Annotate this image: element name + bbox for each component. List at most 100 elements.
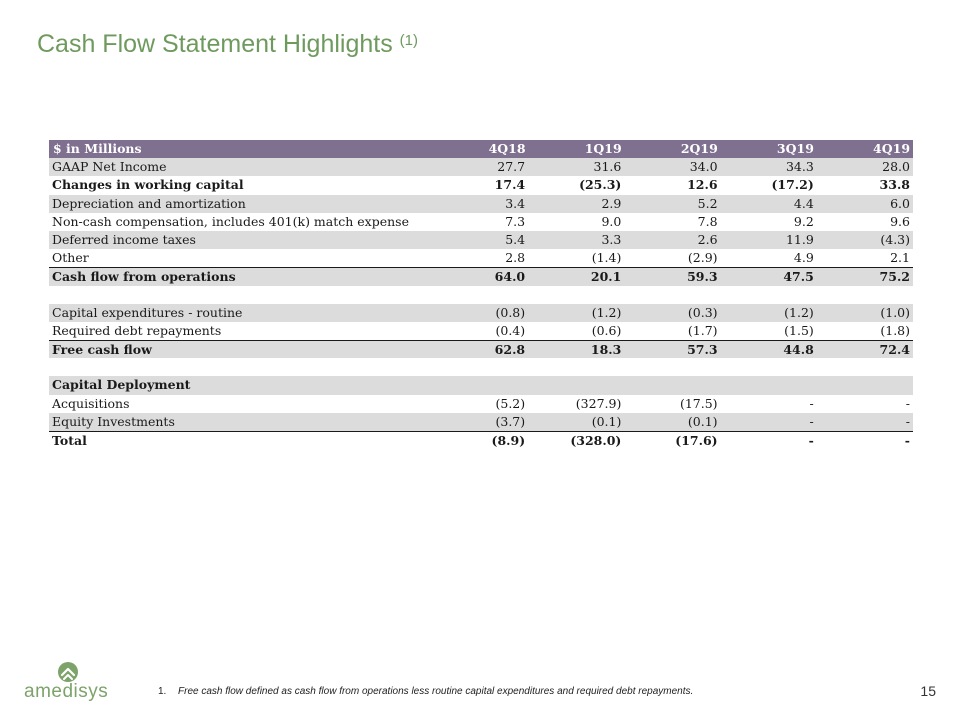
footnote: 1. Free cash flow defined as cash flow fr… — [158, 686, 693, 697]
row-depreciation: Depreciation and amortization 3.4 2.9 5.… — [49, 194, 913, 213]
cell: 9.2 — [793, 213, 814, 229]
cell: 9.0 — [601, 213, 622, 229]
cell: (0.8) — [495, 304, 526, 320]
cell: (1.4) — [591, 250, 622, 266]
row-label: GAAP Net Income — [52, 159, 167, 175]
cell: 64.0 — [494, 268, 526, 284]
cell: 4.9 — [793, 250, 814, 266]
cell: 5.2 — [697, 195, 718, 211]
cell: 2.6 — [697, 231, 718, 247]
cell: (17.6) — [675, 432, 718, 448]
header-3q19: 3Q19 — [776, 141, 814, 156]
cell: - — [905, 413, 910, 429]
header-2q19: 2Q19 — [680, 141, 718, 156]
cell: (0.6) — [591, 322, 622, 338]
cell: (328.0) — [570, 432, 622, 448]
cell: - — [905, 395, 910, 411]
cell: - — [809, 395, 814, 411]
cell: (2.9) — [687, 250, 718, 266]
cell: 59.3 — [687, 268, 718, 284]
slide-title-text: Cash Flow Statement Highlights — [37, 30, 393, 58]
cell: (1.2) — [784, 304, 814, 320]
cell: 2.8 — [505, 250, 526, 266]
cell: (1.0) — [880, 304, 910, 320]
cell: - — [808, 432, 814, 448]
cell: (17.5) — [679, 395, 718, 411]
cell: 4.4 — [793, 195, 814, 211]
row-label: Equity Investments — [52, 413, 175, 429]
cell: (327.9) — [575, 395, 622, 411]
cell: 12.6 — [687, 177, 718, 193]
cell: 3.3 — [601, 231, 622, 247]
footnote-text: Free cash flow defined as cash flow from… — [178, 686, 694, 697]
cell: (0.3) — [687, 304, 718, 320]
cell: 17.4 — [494, 177, 526, 193]
row-label: Free cash flow — [52, 341, 152, 357]
cell: 62.8 — [494, 341, 526, 357]
cell: (25.3) — [579, 177, 622, 193]
cell: 31.6 — [593, 159, 622, 175]
cell: 27.7 — [497, 159, 526, 175]
row-non-cash-compensation: Non-cash compensation, includes 401(k) m… — [49, 213, 913, 231]
row-total: Total (8.9) (328.0) (17.6) - - — [49, 431, 913, 449]
section-label: Capital Deployment — [52, 377, 191, 393]
spacer-row — [49, 358, 913, 376]
logo-wordmark: amedisys — [24, 681, 109, 702]
cell: 6.0 — [890, 195, 910, 211]
spacer-row — [49, 286, 913, 304]
row-deferred-income-taxes: Deferred income taxes 5.4 3.3 2.6 11.9 (… — [49, 230, 913, 250]
cell: 47.5 — [783, 268, 814, 284]
row-cash-flow-operations: Cash flow from operations 64.0 20.1 59.3… — [49, 267, 913, 286]
amedisys-logo-icon — [58, 662, 78, 682]
footnote-number: 1. — [158, 686, 167, 697]
cell: (1.7) — [687, 322, 718, 338]
cell: - — [904, 432, 910, 448]
cell: (3.7) — [495, 413, 526, 429]
title-footnote-ref: (1) — [399, 32, 419, 49]
cell: 34.0 — [689, 159, 718, 175]
header-4q18: 4Q18 — [488, 141, 526, 156]
row-label: Cash flow from operations — [52, 268, 236, 284]
cell: 33.8 — [879, 177, 910, 193]
cell: 7.8 — [697, 213, 718, 229]
row-label: Acquisitions — [52, 395, 130, 411]
row-label: Deferred income taxes — [52, 231, 196, 247]
row-capital-deployment-header: Capital Deployment — [49, 376, 913, 395]
row-label: Capital expenditures - routine — [52, 304, 243, 320]
cell: 72.4 — [879, 341, 910, 357]
row-gaap-net-income: GAAP Net Income 27.7 31.6 34.0 34.3 28.0 — [49, 158, 913, 177]
row-label: Changes in working capital — [52, 177, 244, 193]
row-required-debt-repayments: Required debt repayments (0.4) (0.6) (1.… — [49, 322, 913, 340]
header-4q19: 4Q19 — [873, 141, 911, 156]
cell: 2.9 — [601, 195, 622, 211]
cell: 57.3 — [687, 341, 718, 357]
cell: 7.3 — [505, 213, 526, 229]
cell: (0.4) — [495, 322, 526, 338]
row-acquisitions: Acquisitions (5.2) (327.9) (17.5) - - — [49, 395, 913, 413]
cell: 28.0 — [882, 159, 910, 175]
row-equity-investments: Equity Investments (3.7) (0.1) (0.1) - - — [49, 412, 913, 431]
slide-title: Cash Flow Statement Highlights (1) — [37, 30, 418, 59]
cell: 20.1 — [590, 268, 622, 284]
row-capex-routine: Capital expenditures - routine (0.8) (1.… — [49, 303, 913, 322]
cell: 18.3 — [590, 341, 622, 357]
row-label: Depreciation and amortization — [52, 195, 246, 211]
cell: 44.8 — [783, 341, 814, 357]
row-label: Total — [52, 432, 87, 448]
cash-flow-table: $ in Millions 4Q18 1Q19 2Q19 3Q19 4Q19 G… — [49, 140, 913, 449]
row-label: Non-cash compensation, includes 401(k) m… — [52, 213, 409, 229]
cell: (5.2) — [495, 395, 526, 411]
row-label: Required debt repayments — [52, 322, 222, 338]
cell: 2.1 — [890, 250, 910, 266]
cell: (4.3) — [880, 231, 910, 247]
cell: 34.3 — [785, 159, 814, 175]
cell: 5.4 — [505, 231, 526, 247]
cell: (0.1) — [591, 413, 622, 429]
cell: (17.2) — [771, 177, 814, 193]
row-label: Other — [52, 250, 89, 266]
cell: (1.8) — [880, 322, 910, 338]
row-free-cash-flow: Free cash flow 62.8 18.3 57.3 44.8 72.4 — [49, 340, 913, 359]
table-header-row: $ in Millions 4Q18 1Q19 2Q19 3Q19 4Q19 — [49, 140, 913, 159]
cell: (1.2) — [591, 304, 622, 320]
cell: 11.9 — [785, 231, 814, 247]
